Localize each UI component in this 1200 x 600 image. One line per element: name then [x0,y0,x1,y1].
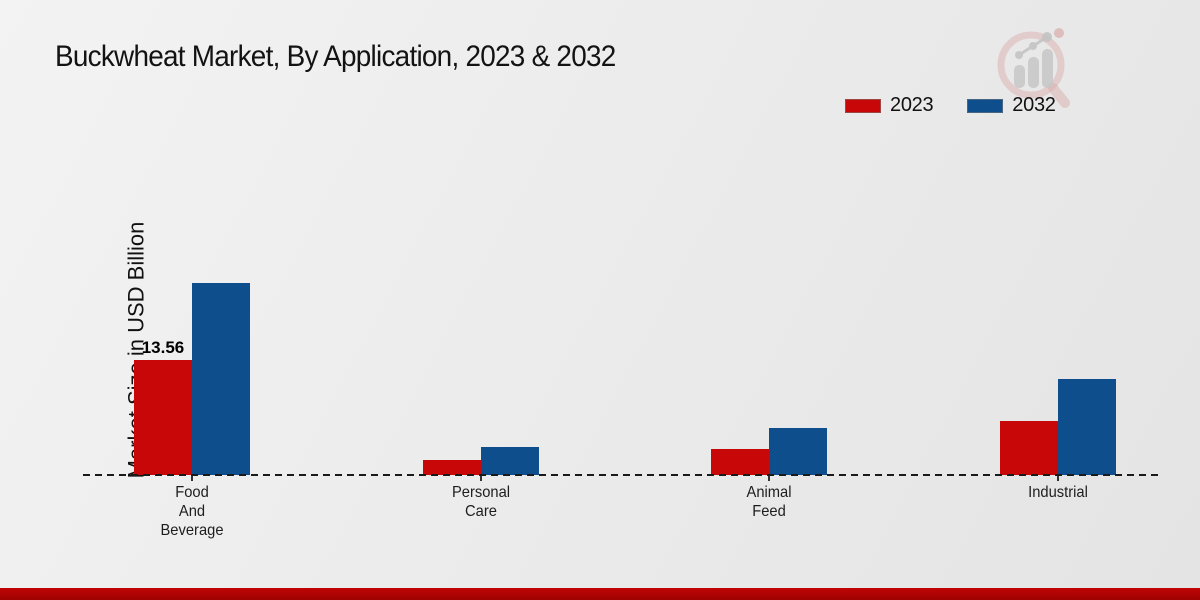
bar-animal-feed-2032 [769,428,828,475]
category-label-food-and-beverage: Food And Beverage [160,484,224,539]
bar-personal-care-2023 [422,459,481,475]
chart-title: Buckwheat Market, By Application, 2023 &… [55,40,616,73]
axis-tick-animal-feed [768,476,771,481]
category-label-animal-feed: Animal Feed [746,484,792,520]
legend-item-2032: 2032 [967,94,1056,117]
category-label-personal-care: Personal Care [451,484,510,520]
legend: 2023 2032 [845,94,1056,117]
bar-industrial-2023 [1000,420,1058,475]
footer-accent-bar [0,588,1200,600]
axis-tick-personal-care [479,476,482,481]
legend-swatch-2032 [967,98,1004,113]
legend-label-2023: 2023 [890,94,934,116]
bar-industrial-2032 [1058,379,1116,475]
legend-item-2023: 2023 [845,94,934,117]
legend-swatch-2023 [845,98,881,113]
axis-tick-food-and-beverage [191,476,193,481]
bar-personal-care-2032 [480,447,539,475]
bar-value-label-food-and-beverage-2023: 13.56 [141,338,185,357]
axis-tick-industrial [1057,476,1059,481]
x-axis-baseline [83,474,1163,476]
legend-label-2032: 2032 [1012,94,1056,116]
category-label-industrial: Industrial [1028,484,1088,501]
bar-food-and-beverage-2032 [192,283,250,475]
bar-food-and-beverage-2023 [134,360,192,475]
bar-animal-feed-2023 [711,448,770,475]
mrfr-logo-watermark-icon [997,28,1070,108]
